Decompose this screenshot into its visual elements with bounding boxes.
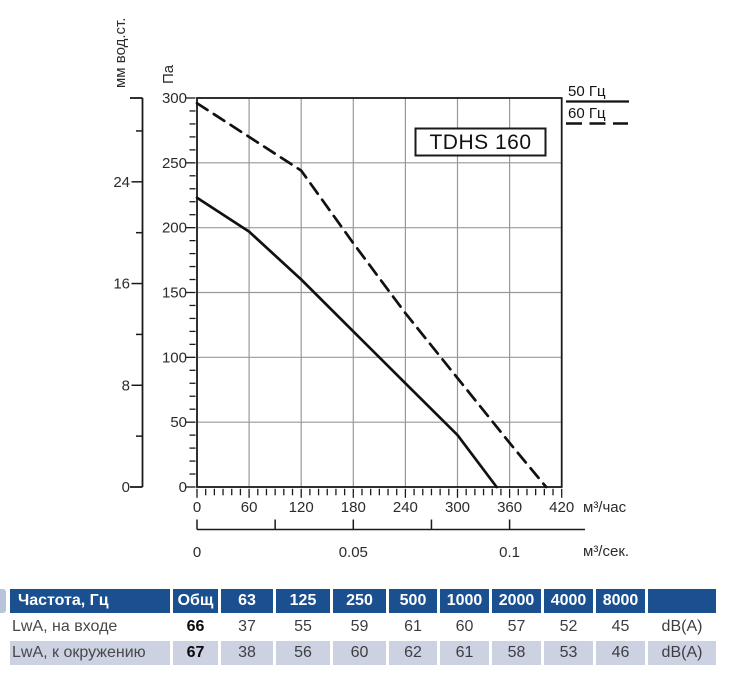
- axis-tick-label: 8: [122, 377, 130, 394]
- table-header-cell: Общ: [173, 589, 218, 613]
- table-band-value: 46: [596, 641, 645, 665]
- model-label: TDHS 160: [429, 131, 531, 154]
- table-band-value: 52: [559, 618, 578, 635]
- table-unit-cell: dB(A): [648, 641, 716, 665]
- table-header-cell: 500: [389, 589, 437, 613]
- table-header-frequency: Частота, Гц: [10, 589, 170, 613]
- curve-60hz: [195, 101, 548, 489]
- curves-layer: [195, 101, 548, 489]
- tick-layer: [130, 97, 585, 531]
- axis-tick-label: 60: [241, 499, 258, 516]
- axis-tick-label: 0: [193, 499, 201, 516]
- pressure-axis-title-pa: Па: [160, 64, 177, 84]
- axis-tick-label: 0: [179, 479, 187, 496]
- table-header-cell: [648, 589, 716, 613]
- table-band-value: 53: [544, 641, 593, 665]
- axis-tick-label: 250: [162, 155, 187, 172]
- table-band-value: 55: [294, 618, 312, 635]
- table-header-cell: 1000: [440, 589, 489, 613]
- axis-tick-label: 50: [170, 414, 187, 431]
- model-label-box: [414, 127, 547, 157]
- table-band-value: 61: [404, 618, 422, 635]
- table-band-value: 62: [389, 641, 437, 665]
- performance-chart: 0 50 100 150 200 250 300 0 8 16 24 0 60 …: [112, 18, 629, 561]
- axis-tick-label: 150: [162, 285, 187, 302]
- legend-label-50hz: 50 Гц: [568, 83, 606, 100]
- axis-tick-label: 0: [122, 479, 130, 496]
- axis-tick-label: 24: [113, 174, 130, 191]
- axis-tick-label: 420: [549, 499, 574, 516]
- axis-tick-label: 300: [162, 90, 187, 107]
- axis-tick-label: 100: [162, 349, 187, 366]
- table-band-value: 45: [611, 618, 630, 635]
- axis-tick-label: 180: [341, 499, 366, 516]
- table-band-value: 38: [221, 641, 273, 665]
- axis-tick-label: 200: [162, 220, 187, 237]
- axis-tick-label: 240: [393, 499, 418, 516]
- table-header-cell: 250: [333, 589, 386, 613]
- table-band-value: 57: [507, 618, 526, 635]
- table-header-cell: 2000: [492, 589, 541, 613]
- table-band-value: 59: [350, 618, 369, 635]
- table-header-cell: 4000: [544, 589, 593, 613]
- pressure-axis-title-mm: мм вод.ст.: [112, 18, 129, 88]
- table-row-label: LwA, на входе: [12, 618, 118, 635]
- table-header-cell: 63: [221, 589, 273, 613]
- table-header-cell: 125: [276, 589, 330, 613]
- axis-tick-label: 0.05: [339, 544, 368, 561]
- table-row-label: LwA, к окружению: [10, 641, 170, 665]
- axis-tick-label: 120: [289, 499, 314, 516]
- table-band-value: 60: [455, 618, 474, 635]
- axis-tick-label: 0: [193, 544, 201, 561]
- plot-border: [196, 97, 563, 488]
- table-band-value: 58: [492, 641, 541, 665]
- table-edge-fragment: [0, 589, 6, 613]
- curve-50hz: [195, 196, 498, 489]
- table-band-value: 61: [440, 641, 489, 665]
- table-band-value: 56: [276, 641, 330, 665]
- axis-tick-label: 16: [113, 276, 130, 293]
- sound-level-table: Частота, Гц Общ 63 125 250 500 1000 2000 4000 800…: [10, 589, 716, 665]
- axis-tick-label: 300: [445, 499, 470, 516]
- table-band-value: 60: [333, 641, 386, 665]
- legend-label-60hz: 60 Гц: [568, 105, 606, 122]
- table-total-value: 66: [186, 618, 205, 635]
- axis-tick-label: 0.1: [499, 544, 520, 561]
- grid-layer: [197, 98, 562, 487]
- flow-unit-sec-label: м³/сек.: [583, 543, 629, 560]
- table-total-value: 67: [173, 641, 218, 665]
- axis-tick-label: 360: [497, 499, 522, 516]
- table-header-cell: 8000: [596, 589, 645, 613]
- table-band-value: 37: [238, 618, 256, 635]
- flow-unit-hour-label: м³/час: [583, 499, 627, 516]
- table-unit-cell: dB(A): [661, 618, 703, 635]
